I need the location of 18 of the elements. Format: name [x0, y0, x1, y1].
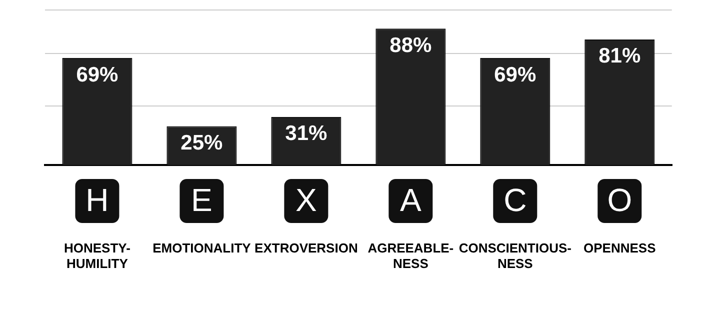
x-tick-label: EXTROVERSION	[254, 240, 358, 256]
data-label: 69%	[494, 63, 536, 86]
x-tick-label: HONESTY-HUMILITY	[64, 240, 130, 271]
x-tick-label: OPENNESS	[584, 240, 656, 256]
text: H	[86, 182, 109, 218]
x-tick-label: EMOTIONALITY	[152, 240, 252, 256]
data-label: 25%	[180, 132, 224, 155]
data-label: 88%	[390, 34, 432, 57]
data-label: 69%	[76, 63, 119, 86]
x-tick-label: CONSCIENTIOUS-NESS	[458, 240, 572, 271]
text: A	[400, 182, 422, 218]
text: E	[191, 182, 212, 218]
x-tick-label: AGREEABLE-NESS	[368, 240, 454, 271]
data-label: 31%	[285, 122, 328, 146]
text: X	[296, 182, 317, 218]
text: C	[504, 182, 527, 218]
text: O	[607, 182, 632, 218]
data-label: 81%	[598, 44, 641, 68]
